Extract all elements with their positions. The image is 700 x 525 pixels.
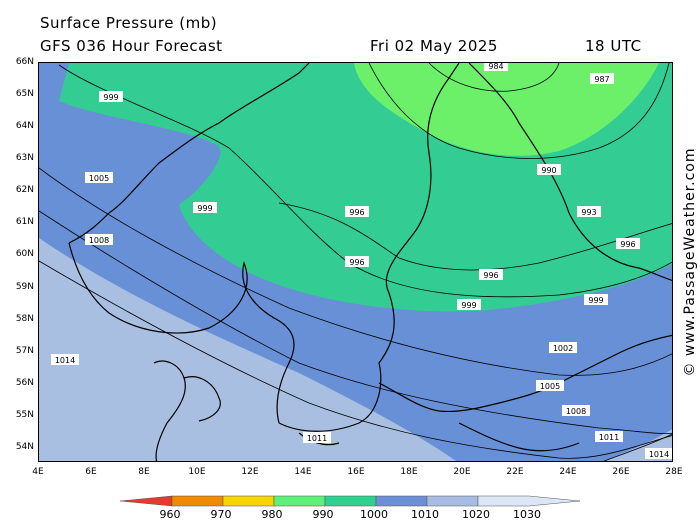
lat-label-65n: 65N <box>15 89 34 99</box>
svg-text:996: 996 <box>349 258 364 267</box>
lon-label-6e: 6E <box>85 467 97 477</box>
isobar-label: 1014 <box>51 354 79 365</box>
lon-label-12e: 12E <box>241 467 259 477</box>
legend-label-1030: 1030 <box>513 508 541 521</box>
legend-swatch-970 <box>171 495 224 507</box>
lon-label-20e: 20E <box>453 467 471 477</box>
isobar-label: 999 <box>584 294 608 305</box>
legend-swatch-990 <box>273 495 326 507</box>
svg-text:1014: 1014 <box>649 450 669 459</box>
svg-text:990: 990 <box>541 166 556 175</box>
lon-label-18e: 18E <box>400 467 418 477</box>
svg-text:996: 996 <box>349 208 364 217</box>
legend-label-1010: 1010 <box>411 508 439 521</box>
isobar-label: 996 <box>616 238 640 249</box>
isobar-label: 999 <box>457 299 481 310</box>
lat-label-64n: 64N <box>15 121 34 131</box>
svg-text:999: 999 <box>461 301 476 310</box>
pressure-legend <box>119 495 581 507</box>
svg-text:1002: 1002 <box>553 344 573 353</box>
lon-label-16e: 16E <box>347 467 365 477</box>
isobar-label: 1005 <box>536 380 564 391</box>
svg-text:996: 996 <box>620 240 635 249</box>
lat-label-62n: 62N <box>15 185 34 195</box>
isobar-label: 996 <box>479 269 503 280</box>
isobar-label: 1011 <box>303 432 331 443</box>
legend-label-970: 970 <box>210 508 232 521</box>
lat-label-60n: 60N <box>15 249 34 259</box>
lon-label-28e: 28E <box>665 467 683 477</box>
svg-text:987: 987 <box>594 75 609 84</box>
isobar-lines <box>39 63 672 461</box>
svg-text:1011: 1011 <box>599 433 619 442</box>
lat-label-63n: 63N <box>15 153 34 163</box>
svg-text:993: 993 <box>581 208 596 217</box>
isobar-label: 984 <box>484 63 508 71</box>
isobar-label: 1008 <box>562 405 590 416</box>
legend-swatch-1000 <box>324 495 377 507</box>
legend-swatch-1010 <box>375 495 428 507</box>
credit-text: © www.PassageWeather.com <box>682 147 698 377</box>
svg-text:1005: 1005 <box>89 174 109 183</box>
lat-label-57n: 57N <box>15 346 34 356</box>
svg-text:1008: 1008 <box>89 236 109 245</box>
isobar-label: 999 <box>99 91 123 102</box>
isobar-label: 1005 <box>85 172 113 183</box>
isobar-label: 996 <box>345 256 369 267</box>
lon-label-8e: 8E <box>138 467 150 477</box>
isobar-label: 987 <box>590 73 614 84</box>
isobar-label: 1008 <box>85 234 113 245</box>
lon-label-10e: 10E <box>188 467 206 477</box>
pressure-map: 999 1005 999 1008 996 996 996 999 999 10… <box>38 62 673 462</box>
legend-label-960: 960 <box>159 508 181 521</box>
map-title: Surface Pressure (mb) <box>40 14 218 32</box>
isobar-label: 990 <box>537 164 561 175</box>
lat-label-56n: 56N <box>15 378 34 388</box>
svg-text:1011: 1011 <box>307 434 327 443</box>
svg-text:984: 984 <box>488 63 503 71</box>
lon-label-14e: 14E <box>294 467 312 477</box>
legend-swatch-960 <box>119 495 173 507</box>
lat-label-54n: 54N <box>15 442 34 452</box>
band-1010-1020-west <box>39 238 457 461</box>
svg-text:1005: 1005 <box>540 382 560 391</box>
isobar-label: 993 <box>577 206 601 217</box>
band-980-990 <box>354 63 659 156</box>
svg-text:999: 999 <box>197 204 212 213</box>
forecast-time: 18 UTC <box>585 37 642 55</box>
legend-label-990: 990 <box>312 508 334 521</box>
isobar-labels: 999 1005 999 1008 996 996 996 999 999 10… <box>51 63 672 459</box>
svg-text:996: 996 <box>483 271 498 280</box>
legend-label-980: 980 <box>261 508 283 521</box>
svg-text:999: 999 <box>103 93 118 102</box>
lat-label-59n: 59N <box>15 282 34 292</box>
legend-label-1020: 1020 <box>462 508 490 521</box>
lat-label-55n: 55N <box>15 410 34 420</box>
lon-label-24e: 24E <box>559 467 577 477</box>
lon-label-26e: 26E <box>612 467 630 477</box>
svg-text:1008: 1008 <box>566 407 586 416</box>
legend-swatch-1030 <box>477 495 581 507</box>
svg-text:1014: 1014 <box>55 356 75 365</box>
svg-text:999: 999 <box>588 296 603 305</box>
isobar-label: 996 <box>345 206 369 217</box>
isobar-label: 1011 <box>595 431 623 442</box>
pressure-map-canvas: 999 1005 999 1008 996 996 996 999 999 10… <box>39 63 672 461</box>
isobar-label: 999 <box>193 202 217 213</box>
lat-label-58n: 58N <box>15 314 34 324</box>
isobar-label: 1014 <box>645 448 672 459</box>
forecast-date: Fri 02 May 2025 <box>370 37 498 55</box>
lat-label-66n: 66N <box>15 57 34 67</box>
lon-label-22e: 22E <box>506 467 524 477</box>
legend-swatch-980 <box>222 495 275 507</box>
lon-label-4e: 4E <box>32 467 44 477</box>
legend-label-1000: 1000 <box>360 508 388 521</box>
isobar-label: 1002 <box>549 342 577 353</box>
forecast-subtitle: GFS 036 Hour Forecast <box>40 37 223 55</box>
legend-swatch-1020 <box>426 495 479 507</box>
lat-label-61n: 61N <box>15 217 34 227</box>
